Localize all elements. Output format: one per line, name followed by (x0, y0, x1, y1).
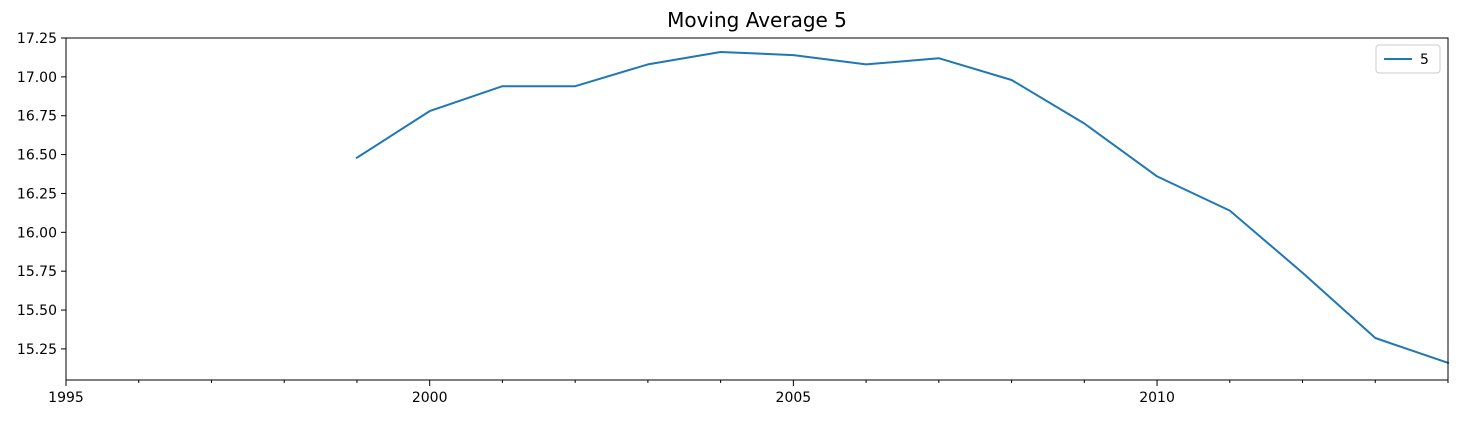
y-tick-label: 16.25 (17, 186, 57, 202)
chart-title: Moving Average 5 (667, 8, 847, 32)
plot-frame (65, 37, 1449, 381)
x-tick-label: 2010 (1139, 390, 1175, 406)
legend-label: 5 (1420, 52, 1429, 68)
y-tick-label: 17.00 (17, 70, 57, 86)
x-axis: 1995 2000 2005 2010 (48, 380, 1449, 406)
legend: 5 (1375, 44, 1441, 74)
y-tick-label: 15.25 (17, 342, 57, 358)
series-line (355, 51, 1450, 365)
plot-lines (355, 51, 1450, 365)
x-tick-label: 2005 (776, 390, 812, 406)
y-tick-label: 15.75 (17, 264, 57, 280)
y-tick-label: 17.25 (17, 31, 57, 47)
y-tick-label: 16.00 (17, 225, 57, 241)
y-tick-label: 16.50 (17, 148, 57, 164)
y-tick-label: 16.75 (17, 109, 57, 125)
y-tick-label: 15.50 (17, 303, 57, 319)
x-tick-label: 2000 (412, 390, 448, 406)
y-axis: 15.25 15.50 15.75 16.00 16.25 16.50 16.75 17.00… (17, 31, 66, 358)
x-tick-label: 1995 (48, 390, 84, 406)
